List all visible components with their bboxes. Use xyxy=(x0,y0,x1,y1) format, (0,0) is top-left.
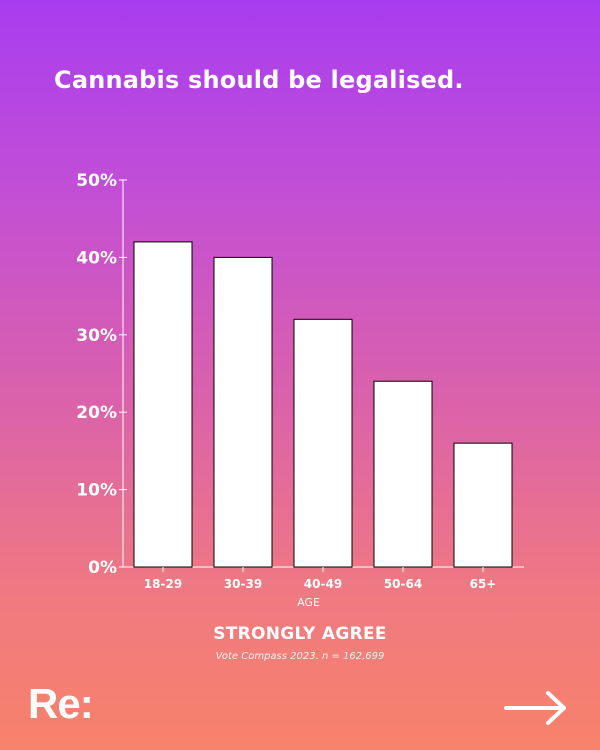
x-tick-label: 30-39 xyxy=(224,577,262,591)
y-tick-label: 0% xyxy=(88,558,117,578)
bar-30-39 xyxy=(213,256,273,568)
y-tick-label: 10% xyxy=(76,481,117,501)
y-tick-label: 40% xyxy=(76,248,117,268)
bar-40-49 xyxy=(293,318,353,568)
logo: Re: xyxy=(28,680,94,727)
bar-50-64 xyxy=(373,380,433,568)
bar-18-29 xyxy=(133,241,193,568)
y-tick-label: 50% xyxy=(76,171,117,191)
bar-65+ xyxy=(453,442,513,568)
arrow-right-icon[interactable] xyxy=(504,690,568,726)
x-tick-label: 65+ xyxy=(470,577,497,591)
y-tick-label: 20% xyxy=(76,403,117,423)
chart-title: Cannabis should be legalised. xyxy=(54,66,464,94)
chart-caption: STRONGLY AGREE xyxy=(213,624,387,644)
x-axis-title: AGE xyxy=(297,596,320,609)
x-tick-label: 50-64 xyxy=(384,577,422,591)
y-tick-label: 30% xyxy=(76,326,117,346)
source-note: Vote Compass 2023. n = 162,699 xyxy=(215,651,385,662)
x-tick-label: 40-49 xyxy=(304,577,342,591)
x-tick-label: 18-29 xyxy=(144,577,182,591)
